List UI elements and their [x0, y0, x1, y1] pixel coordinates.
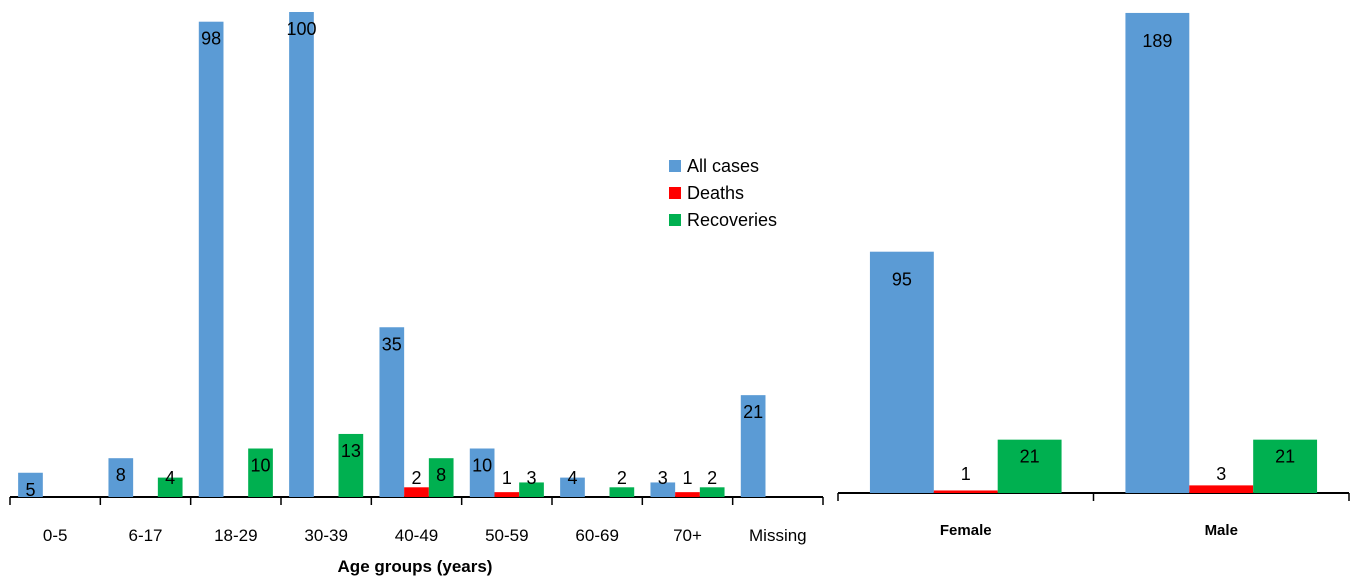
bar-all-cases-0-5 — [18, 472, 43, 497]
data-label-all-cases-0-5: 5 — [25, 480, 35, 500]
bar-all-cases-50-59 — [469, 448, 495, 497]
bar-recoveries-male — [1253, 439, 1318, 493]
legend-swatch-recoveries — [669, 214, 681, 226]
bar-all-cases-60-69 — [560, 477, 585, 497]
data-label-all-cases-60-69: 4 — [567, 468, 577, 488]
x-tick-label-18-29: 18-29 — [214, 526, 257, 545]
bar-deaths-70 — [675, 492, 700, 497]
bar-all-cases-18-29 — [198, 21, 224, 497]
data-label-deaths-70: 1 — [682, 468, 692, 488]
x-tick-label-40-49: 40-49 — [395, 526, 438, 545]
sex-chart: 95 1 21 Female 189 3 21 Male — [837, 12, 1350, 539]
data-label-all-cases-male: 189 — [1142, 31, 1172, 51]
x-axis-title: Age groups (years) — [338, 557, 493, 576]
x-tick-label-missing: Missing — [749, 526, 807, 545]
x-tick-label-70: 70+ — [673, 526, 702, 545]
legend-swatch-deaths — [669, 187, 681, 199]
data-label-all-cases-50-59: 10 — [472, 456, 492, 476]
data-label-deaths-50-59: 1 — [502, 468, 512, 488]
data-label-all-cases-6-17: 8 — [116, 465, 126, 485]
data-label-all-cases-70: 3 — [658, 468, 668, 488]
bar-recoveries-female — [997, 439, 1062, 493]
data-label-deaths-40-49: 2 — [411, 468, 421, 488]
data-label-recoveries-70: 2 — [707, 468, 717, 488]
bar-recoveries-30-39 — [338, 433, 364, 497]
bar-recoveries-18-29 — [248, 448, 273, 497]
bar-all-cases-female — [869, 251, 934, 493]
x-tick-label-male: Male — [1205, 522, 1238, 539]
bar-all-cases-30-39 — [289, 12, 314, 497]
legend: All cases Deaths Recoveries — [669, 156, 777, 230]
bar-all-cases-70 — [650, 482, 676, 497]
bar-deaths-40-49 — [404, 487, 429, 497]
bar-recoveries-60-69 — [609, 487, 635, 497]
x-tick-label-0-5: 0-5 — [43, 526, 68, 545]
x-tick-label-6-17: 6-17 — [128, 526, 162, 545]
bar-all-cases-male — [1125, 12, 1190, 493]
data-label-recoveries-6-17: 4 — [165, 468, 175, 488]
data-label-recoveries-female: 21 — [1020, 447, 1040, 467]
data-label-all-cases-female: 95 — [892, 270, 912, 290]
data-label-all-cases-missing: 21 — [743, 402, 763, 422]
legend-label-deaths: Deaths — [687, 183, 744, 203]
data-label-recoveries-18-29: 10 — [251, 456, 271, 476]
bar-all-cases-6-17 — [108, 458, 134, 497]
data-label-recoveries-40-49: 8 — [436, 465, 446, 485]
x-tick-label-60-69: 60-69 — [575, 526, 618, 545]
x-tick-label-30-39: 30-39 — [304, 526, 347, 545]
bar-recoveries-70 — [699, 487, 725, 497]
x-tick-label-50-59: 50-59 — [485, 526, 528, 545]
data-label-all-cases-30-39: 100 — [286, 19, 316, 39]
legend-label-recoveries: Recoveries — [687, 210, 777, 230]
data-label-deaths-male: 3 — [1216, 464, 1226, 484]
data-label-deaths-female: 1 — [961, 464, 971, 484]
legend-swatch-all-cases — [669, 160, 681, 172]
bar-deaths-male — [1189, 485, 1254, 493]
data-label-all-cases-18-29: 98 — [201, 29, 221, 49]
bar-deaths-50-59 — [494, 492, 520, 497]
data-label-recoveries-60-69: 2 — [617, 468, 627, 488]
data-label-recoveries-30-39: 13 — [341, 441, 361, 461]
legend-label-all-cases: All cases — [687, 156, 759, 176]
bar-deaths-female — [933, 490, 998, 493]
bar-all-cases-missing — [740, 395, 766, 497]
x-tick-label-female: Female — [940, 522, 992, 539]
data-label-all-cases-40-49: 35 — [382, 334, 402, 354]
bar-recoveries-6-17 — [157, 477, 183, 497]
bar-recoveries-50-59 — [519, 482, 544, 497]
bar-recoveries-40-49 — [428, 458, 454, 497]
data-label-recoveries-male: 21 — [1275, 447, 1295, 467]
data-label-recoveries-50-59: 3 — [527, 468, 537, 488]
bar-all-cases-40-49 — [379, 327, 405, 497]
